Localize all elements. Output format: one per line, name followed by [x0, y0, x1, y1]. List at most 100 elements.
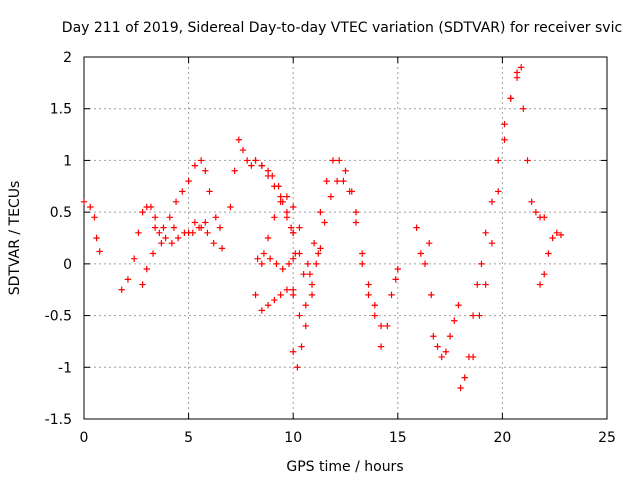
data-point	[438, 353, 445, 361]
data-point	[520, 105, 527, 112]
data-point	[216, 224, 224, 231]
x-tick-label: 20	[493, 430, 511, 446]
data-point	[528, 198, 535, 205]
data-point	[204, 229, 211, 237]
data-point	[315, 250, 322, 257]
data-point	[329, 157, 337, 164]
data-point	[189, 229, 196, 237]
data-point	[323, 177, 330, 185]
data-point	[264, 302, 272, 309]
data-point	[202, 167, 209, 174]
data-point	[210, 239, 217, 247]
data-point	[359, 260, 366, 268]
data-point	[446, 333, 454, 340]
data-point	[294, 364, 301, 371]
data-point	[91, 214, 98, 221]
data-point	[313, 260, 320, 268]
data-point	[287, 224, 295, 231]
data-point	[260, 250, 268, 257]
y-tick-label: 0	[63, 257, 72, 273]
data-point	[413, 224, 420, 231]
data-points	[80, 64, 565, 392]
data-point	[346, 188, 353, 195]
data-point	[139, 208, 146, 216]
data-point	[365, 291, 372, 299]
x-tick-label: 15	[389, 430, 407, 446]
data-point	[352, 208, 360, 216]
data-point	[532, 208, 540, 216]
series-track-I	[258, 286, 297, 314]
data-point	[455, 302, 462, 309]
data-point	[252, 291, 259, 299]
data-point	[359, 250, 366, 257]
data-point	[271, 183, 278, 190]
data-point	[482, 281, 489, 288]
data-point	[342, 167, 349, 174]
data-point	[469, 353, 477, 361]
data-point	[290, 348, 297, 355]
data-point	[191, 162, 199, 169]
data-point	[434, 343, 441, 350]
data-point	[308, 291, 316, 299]
series-track-F	[252, 193, 303, 299]
data-point	[93, 234, 100, 242]
data-point	[143, 265, 150, 273]
data-point	[495, 188, 502, 195]
data-point	[541, 271, 548, 278]
data-point	[195, 224, 203, 231]
data-point	[365, 281, 372, 288]
data-point	[371, 312, 378, 319]
data-point	[258, 307, 266, 314]
data-point	[271, 214, 278, 221]
data-point	[139, 281, 146, 288]
data-point	[518, 64, 525, 71]
data-point	[290, 255, 297, 262]
series-track-A	[80, 198, 103, 255]
data-point	[158, 239, 165, 247]
data-point	[495, 157, 502, 164]
data-point	[252, 157, 259, 164]
data-point	[321, 219, 328, 226]
data-point	[206, 188, 213, 195]
data-point	[118, 286, 125, 293]
data-point	[170, 224, 178, 231]
data-point	[212, 214, 219, 221]
data-point	[258, 162, 266, 169]
data-point	[290, 203, 297, 211]
data-point	[290, 229, 297, 237]
data-point	[478, 260, 485, 268]
data-point	[428, 291, 435, 299]
series-track-H	[252, 157, 303, 257]
data-point	[308, 281, 316, 288]
data-point	[336, 157, 343, 164]
data-point	[248, 162, 255, 169]
data-point	[488, 239, 496, 247]
data-point	[243, 157, 251, 164]
data-point	[191, 219, 199, 226]
data-point	[302, 302, 309, 309]
data-point	[258, 260, 266, 268]
data-point	[290, 291, 297, 299]
data-point	[430, 333, 437, 340]
data-point	[283, 208, 291, 216]
data-point	[488, 198, 496, 205]
data-point	[277, 193, 284, 200]
data-point	[306, 271, 314, 278]
data-point	[197, 157, 205, 164]
data-point	[476, 312, 483, 319]
data-point	[174, 234, 182, 242]
x-axis-label: GPS time / hours	[286, 459, 403, 475]
series-track-O	[457, 74, 548, 392]
data-point	[298, 343, 305, 350]
data-point	[264, 172, 272, 180]
series-track-N	[413, 224, 462, 361]
series-track-L	[300, 245, 324, 288]
data-point	[124, 276, 132, 283]
data-point	[417, 250, 425, 257]
data-point	[172, 198, 180, 205]
x-tick-label: 0	[80, 430, 89, 446]
data-point	[185, 177, 192, 185]
data-point	[296, 250, 303, 257]
data-point	[166, 214, 173, 221]
